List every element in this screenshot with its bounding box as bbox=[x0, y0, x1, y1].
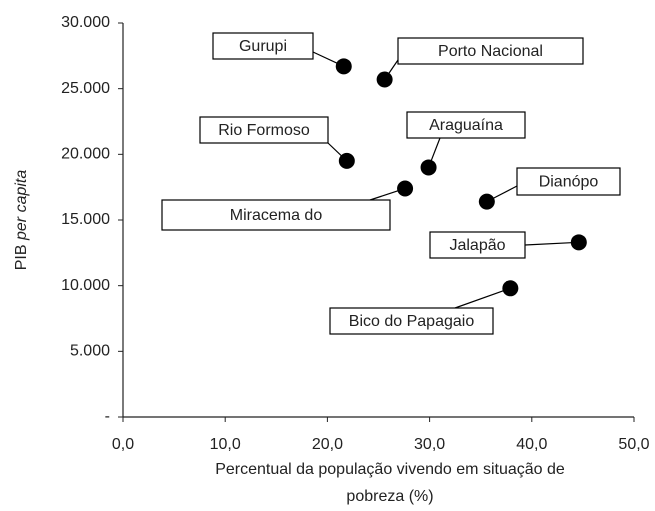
point bbox=[502, 280, 519, 297]
point bbox=[420, 159, 437, 176]
x-tick-label: 0,0 bbox=[112, 436, 134, 453]
leader-line bbox=[454, 287, 511, 309]
y-tick-label: 20.000 bbox=[61, 146, 110, 163]
label-box bbox=[516, 167, 621, 196]
x-tick-label: 30,0 bbox=[414, 436, 445, 453]
point bbox=[397, 180, 414, 197]
data-label: Dianópo bbox=[539, 174, 599, 191]
data-label: Gurupi bbox=[239, 38, 287, 55]
point bbox=[570, 234, 587, 251]
y-tick-label: 15.000 bbox=[61, 211, 110, 228]
y-tick-label: 5.000 bbox=[70, 343, 110, 360]
data-label: Jalapão bbox=[449, 237, 505, 254]
x-tick-label: 20,0 bbox=[312, 436, 343, 453]
y-tick-label: 25.000 bbox=[61, 80, 110, 97]
data-label: Miracema do bbox=[230, 207, 323, 224]
point bbox=[338, 152, 355, 169]
y-tick-label: - bbox=[105, 408, 110, 425]
label-box bbox=[329, 307, 494, 335]
y-axis-title: PIB per capita bbox=[13, 170, 30, 271]
y-tick-label: 10.000 bbox=[61, 277, 110, 294]
label-box bbox=[212, 32, 314, 60]
point bbox=[478, 193, 495, 210]
leader-line bbox=[524, 241, 579, 246]
label-box bbox=[199, 116, 329, 144]
label-box bbox=[397, 37, 584, 65]
point bbox=[376, 71, 393, 88]
x-tick-label: 50,0 bbox=[618, 436, 649, 453]
label-box bbox=[161, 199, 391, 231]
point bbox=[335, 58, 352, 75]
label-box bbox=[406, 111, 526, 139]
data-label: Rio Formoso bbox=[218, 122, 310, 139]
data-label: Porto Nacional bbox=[438, 43, 543, 60]
x-tick-label: 40,0 bbox=[516, 436, 547, 453]
x-tick-label: 10,0 bbox=[210, 436, 241, 453]
y-tick-label: 30.000 bbox=[61, 14, 110, 31]
label-box bbox=[429, 231, 526, 259]
data-label: Bico do Papagaio bbox=[349, 313, 475, 330]
x-axis-title: pobreza (%) bbox=[346, 488, 433, 505]
data-label: Araguaína bbox=[429, 117, 503, 134]
y-axis-title-part: per capita bbox=[13, 170, 30, 241]
y-axis-title-part: PIB bbox=[13, 244, 30, 270]
x-axis-title: Percentual da população vivendo em situa… bbox=[215, 461, 565, 478]
